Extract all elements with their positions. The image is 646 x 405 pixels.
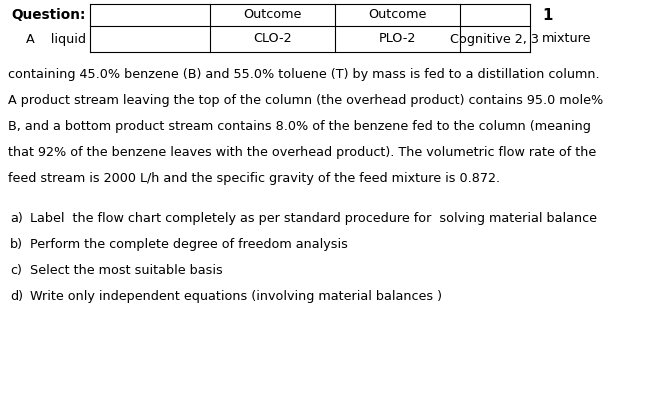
Text: mixture: mixture xyxy=(542,32,592,45)
Text: A    liquid: A liquid xyxy=(26,32,86,45)
Text: c): c) xyxy=(10,264,22,277)
Text: B, and a bottom product stream contains 8.0% of the benzene fed to the column (m: B, and a bottom product stream contains … xyxy=(8,120,591,133)
Text: Outcome: Outcome xyxy=(368,9,427,21)
Text: A product stream leaving the top of the column (the overhead product) contains 9: A product stream leaving the top of the … xyxy=(8,94,603,107)
Text: Select the most suitable basis: Select the most suitable basis xyxy=(30,264,223,277)
Text: Perform the complete degree of freedom analysis: Perform the complete degree of freedom a… xyxy=(30,238,348,251)
Text: Outcome: Outcome xyxy=(244,9,302,21)
Text: d): d) xyxy=(10,290,23,303)
Text: feed stream is 2000 L/h and the specific gravity of the feed mixture is 0.872.: feed stream is 2000 L/h and the specific… xyxy=(8,172,500,185)
Text: CLO-2: CLO-2 xyxy=(253,32,292,45)
Text: Label  the flow chart completely as per standard procedure for  solving material: Label the flow chart completely as per s… xyxy=(30,212,597,225)
Text: b): b) xyxy=(10,238,23,251)
Text: PLO-2: PLO-2 xyxy=(379,32,416,45)
Text: Write only independent equations (involving material balances ): Write only independent equations (involv… xyxy=(30,290,442,303)
Text: a): a) xyxy=(10,212,23,225)
Text: 1: 1 xyxy=(542,8,552,23)
Text: containing 45.0% benzene (B) and 55.0% toluene (T) by mass is fed to a distillat: containing 45.0% benzene (B) and 55.0% t… xyxy=(8,68,599,81)
Text: that 92% of the benzene leaves with the overhead product). The volumetric flow r: that 92% of the benzene leaves with the … xyxy=(8,146,596,159)
Text: Question:: Question: xyxy=(12,8,86,22)
Text: Cognitive 2, 3: Cognitive 2, 3 xyxy=(450,32,539,45)
